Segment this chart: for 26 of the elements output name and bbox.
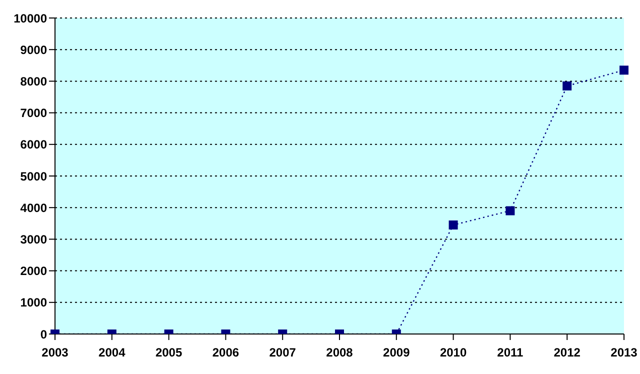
y-tick-label: 9000	[20, 42, 48, 57]
y-tick-label: 5000	[20, 169, 48, 184]
point	[506, 206, 515, 216]
x-tick-label: 2008	[326, 346, 354, 360]
x-tick-label: 2007	[269, 346, 296, 360]
x-tick-label: 2013	[610, 346, 638, 360]
x-tick-label: 2003	[42, 346, 69, 360]
x-tick-label: 2009	[383, 346, 410, 360]
x-tick-label: 2004	[98, 346, 126, 360]
point	[562, 81, 572, 90]
y-tick-label: 6000	[20, 138, 48, 152]
y-tick-label: 4000	[20, 200, 48, 215]
x-tick-label: 2011	[497, 346, 524, 360]
y-tick-label: 2000	[20, 264, 48, 278]
y-tick-label: 8000	[20, 74, 48, 88]
point	[620, 66, 628, 75]
x-tick-label: 2012	[554, 346, 581, 360]
x-tick-label: 2005	[155, 346, 182, 360]
x-tick-label: 2006	[212, 346, 240, 360]
y-tick-label: 3000	[20, 232, 48, 246]
point	[448, 220, 458, 230]
x-tick-label: 2010	[440, 346, 467, 360]
y-tick-label: 1000	[20, 296, 48, 310]
y-tick-label: 10000	[14, 11, 48, 26]
y-tick-label: 0	[40, 327, 48, 342]
y-tick-label: 7000	[20, 106, 48, 120]
